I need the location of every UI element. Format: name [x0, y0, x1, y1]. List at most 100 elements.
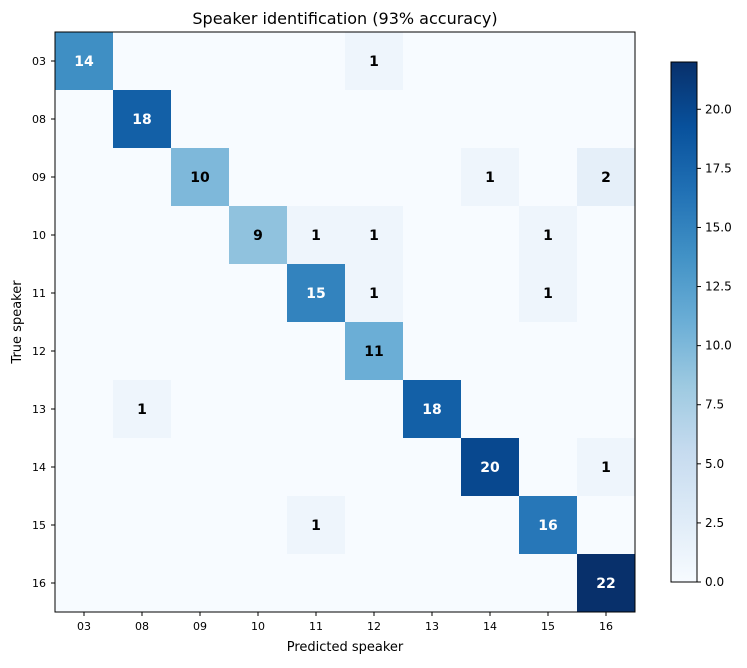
heatmap-cell — [55, 32, 113, 90]
heatmap-cell — [461, 554, 519, 612]
heatmap-cell — [171, 90, 229, 148]
heatmap-cell — [461, 206, 519, 264]
y-tick-label: 09 — [32, 171, 46, 184]
heatmap-cell — [403, 32, 461, 90]
x-tick-label: 11 — [309, 620, 323, 633]
heatmap-cell — [171, 496, 229, 554]
x-tick-label: 10 — [251, 620, 265, 633]
heatmap-cell — [287, 438, 345, 496]
colorbar-tick-label: 15.0 — [705, 220, 732, 234]
heatmap-cell — [229, 496, 287, 554]
cell-value-label: 16 — [538, 518, 557, 534]
cell-value-label: 9 — [253, 228, 263, 244]
heatmap-cell — [287, 206, 345, 264]
heatmap-cell — [461, 380, 519, 438]
heatmap-cell — [403, 90, 461, 148]
cell-value-label: 20 — [480, 460, 500, 476]
heatmap-cell — [113, 322, 171, 380]
heatmap-cell — [345, 148, 403, 206]
cell-value-label: 1 — [543, 286, 553, 302]
heatmap-cell — [229, 264, 287, 322]
heatmap-cell — [461, 148, 519, 206]
chart-title: Speaker identification (93% accuracy) — [192, 9, 497, 28]
y-tick-label: 13 — [32, 403, 46, 416]
heatmap-cell — [577, 148, 635, 206]
cell-value-label: 1 — [137, 402, 147, 418]
heatmap-cell — [287, 322, 345, 380]
heatmap-cell — [577, 206, 635, 264]
colorbar-tick-label: 0.0 — [705, 575, 724, 589]
colorbar-tick-label: 5.0 — [705, 457, 724, 471]
heatmap-cell — [113, 380, 171, 438]
heatmap-cell — [461, 322, 519, 380]
heatmap-cell — [113, 206, 171, 264]
heatmap-cell — [403, 264, 461, 322]
heatmap-cell — [55, 380, 113, 438]
heatmap-cell — [519, 264, 577, 322]
heatmap-cell — [577, 496, 635, 554]
heatmap-cell — [519, 322, 577, 380]
heatmap-cell — [287, 148, 345, 206]
heatmap-cell — [287, 90, 345, 148]
cell-value-label: 1 — [369, 286, 379, 302]
x-tick-label: 16 — [599, 620, 613, 633]
heatmap-cell — [577, 380, 635, 438]
heatmap-cell — [171, 322, 229, 380]
heatmap-cell — [171, 264, 229, 322]
plot-frame — [54, 31, 636, 613]
heatmap-cell — [345, 32, 403, 90]
heatmap-cell — [171, 148, 229, 206]
heatmap-cell — [113, 496, 171, 554]
heatmap-cell — [519, 206, 577, 264]
heatmap-cell — [55, 322, 113, 380]
heatmap-cell — [55, 148, 113, 206]
cell-value-label: 10 — [190, 170, 210, 186]
heatmap-cell — [577, 90, 635, 148]
cell-value-label: 18 — [422, 402, 441, 418]
heatmap-cell — [519, 496, 577, 554]
heatmap-cell — [345, 496, 403, 554]
y-tick-label: 11 — [32, 287, 46, 300]
cell-value-label: 1 — [311, 228, 321, 244]
y-tick-label: 15 — [32, 519, 46, 532]
heatmap-cell — [345, 90, 403, 148]
heatmap-cell — [577, 264, 635, 322]
heatmap-cell — [519, 148, 577, 206]
heatmap-cell — [55, 496, 113, 554]
cell-value-label: 14 — [74, 54, 94, 70]
heatmap-cell — [403, 206, 461, 264]
heatmap-cell — [229, 32, 287, 90]
heatmap-cell — [171, 380, 229, 438]
heatmap-cell — [519, 90, 577, 148]
cell-value-label: 1 — [601, 460, 611, 476]
heatmap-cell — [461, 438, 519, 496]
cell-value-label: 1 — [369, 54, 379, 70]
heatmap-cell — [229, 148, 287, 206]
colorbar-tick-label: 20.0 — [705, 102, 732, 116]
cell-value-label: 15 — [306, 286, 325, 302]
heatmap-cell — [519, 32, 577, 90]
heatmap-cell — [577, 322, 635, 380]
heatmap-cell — [113, 438, 171, 496]
colorbar-tick-label: 12.5 — [705, 280, 732, 294]
heatmap-cell — [229, 322, 287, 380]
heatmap-cell — [113, 90, 171, 148]
heatmap-cell — [55, 206, 113, 264]
colorbar-tick-label: 10.0 — [705, 339, 732, 353]
heatmap-cell — [345, 322, 403, 380]
heatmap-cell — [345, 438, 403, 496]
heatmap-cell — [519, 438, 577, 496]
heatmap-cell — [461, 32, 519, 90]
y-tick-label: 08 — [32, 113, 46, 126]
heatmap-cell — [519, 554, 577, 612]
x-tick-label: 15 — [541, 620, 555, 633]
heatmap-cell — [403, 438, 461, 496]
heatmap-cell — [345, 264, 403, 322]
heatmap-cell — [403, 148, 461, 206]
cell-value-label: 1 — [369, 228, 379, 244]
heatmap-cell — [113, 32, 171, 90]
x-tick-label: 08 — [135, 620, 149, 633]
heatmap-cell — [55, 554, 113, 612]
